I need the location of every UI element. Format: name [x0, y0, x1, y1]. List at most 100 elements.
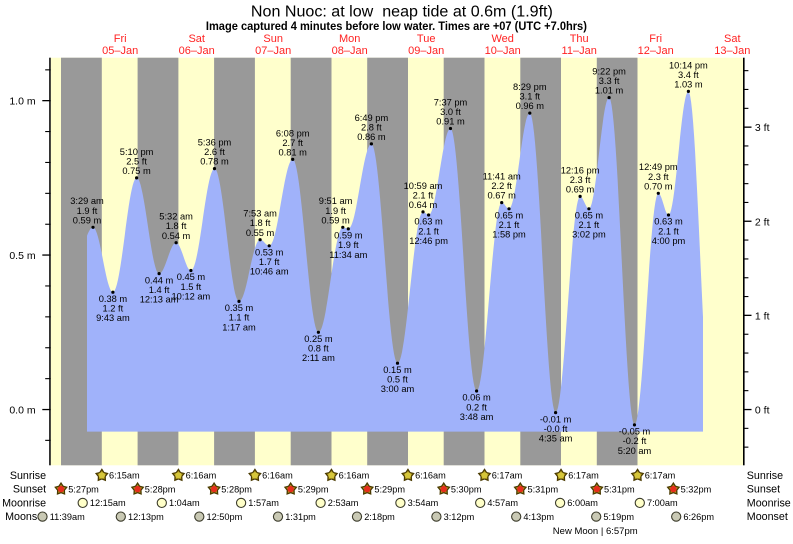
svg-text:0.64 m: 0.64 m	[409, 200, 438, 210]
svg-text:05–Jan: 05–Jan	[102, 45, 138, 57]
svg-text:2.1 ft: 2.1 ft	[413, 190, 434, 200]
svg-text:3:12pm: 3:12pm	[444, 512, 475, 522]
svg-text:5:19pm: 5:19pm	[603, 512, 634, 522]
svg-text:3.0 ft: 3.0 ft	[440, 107, 461, 117]
svg-text:4:35 am: 4:35 am	[539, 434, 573, 444]
svg-text:0.59 m: 0.59 m	[334, 231, 363, 241]
svg-text:12–Jan: 12–Jan	[638, 45, 674, 57]
svg-text:6:16am: 6:16am	[262, 471, 293, 481]
svg-text:0.45 m: 0.45 m	[177, 272, 206, 282]
svg-text:Wed: Wed	[491, 33, 513, 45]
svg-text:0.78 m: 0.78 m	[200, 157, 229, 167]
svg-text:4:00 pm: 4:00 pm	[652, 236, 686, 246]
svg-text:12:50pm: 12:50pm	[207, 512, 243, 522]
svg-text:0.65 m: 0.65 m	[575, 211, 604, 221]
svg-text:11:34 am: 11:34 am	[329, 250, 367, 260]
svg-text:7:00am: 7:00am	[647, 498, 678, 508]
svg-text:1.9 ft: 1.9 ft	[77, 206, 98, 216]
svg-text:6:15am: 6:15am	[109, 471, 140, 481]
svg-text:0.38 m: 0.38 m	[99, 294, 128, 304]
svg-text:-0.0 ft: -0.0 ft	[544, 424, 568, 434]
svg-text:0.59 m: 0.59 m	[73, 215, 102, 225]
svg-text:3 ft: 3 ft	[755, 122, 770, 134]
svg-text:5:20 am: 5:20 am	[618, 446, 652, 456]
svg-text:5:36 pm: 5:36 pm	[198, 138, 232, 148]
svg-text:4:57am: 4:57am	[487, 498, 518, 508]
svg-text:-0.2 ft: -0.2 ft	[623, 436, 647, 446]
svg-text:4:13pm: 4:13pm	[523, 512, 554, 522]
svg-text:0.55 m: 0.55 m	[246, 228, 275, 238]
svg-text:12:49 pm: 12:49 pm	[639, 162, 678, 172]
svg-text:0.86 m: 0.86 m	[357, 132, 386, 142]
svg-text:Tue: Tue	[417, 33, 436, 45]
svg-text:5:10 pm: 5:10 pm	[120, 147, 154, 157]
svg-text:12:16 pm: 12:16 pm	[561, 165, 600, 175]
svg-text:0.59 m: 0.59 m	[321, 215, 350, 225]
svg-text:1:58 pm: 1:58 pm	[492, 230, 526, 240]
svg-text:0.81 m: 0.81 m	[278, 148, 307, 158]
svg-text:1.8 ft: 1.8 ft	[250, 218, 271, 228]
svg-text:5:28pm: 5:28pm	[221, 484, 252, 494]
svg-text:7:53 am: 7:53 am	[243, 209, 277, 219]
svg-text:1.1 ft: 1.1 ft	[229, 313, 250, 323]
svg-text:6:08 pm: 6:08 pm	[276, 128, 310, 138]
svg-text:6:16am: 6:16am	[339, 471, 370, 481]
svg-text:1.9 ft: 1.9 ft	[325, 206, 346, 216]
svg-text:1.8 ft: 1.8 ft	[166, 221, 187, 231]
svg-text:11:39am: 11:39am	[50, 512, 85, 522]
svg-text:10:12 am: 10:12 am	[172, 291, 211, 301]
svg-text:Sunrise: Sunrise	[747, 470, 783, 482]
svg-text:2:53am: 2:53am	[328, 498, 359, 508]
svg-text:09–Jan: 09–Jan	[408, 45, 444, 57]
svg-text:1.5 ft: 1.5 ft	[181, 282, 202, 292]
svg-text:Sunrise: Sunrise	[10, 470, 46, 482]
svg-text:2.5 ft: 2.5 ft	[126, 156, 147, 166]
svg-text:12:13 am: 12:13 am	[140, 295, 179, 305]
svg-text:0.35 m: 0.35 m	[225, 303, 254, 313]
svg-text:-0.01 m: -0.01 m	[540, 414, 572, 424]
svg-text:0.63 m: 0.63 m	[654, 217, 683, 227]
svg-text:Thu: Thu	[570, 33, 589, 45]
svg-text:2.1 ft: 2.1 ft	[499, 220, 520, 230]
svg-text:Moonrise: Moonrise	[2, 497, 46, 509]
svg-text:Sunset: Sunset	[13, 484, 46, 496]
svg-text:Moonset: Moonset	[747, 511, 788, 523]
svg-text:6:00am: 6:00am	[567, 498, 598, 508]
svg-text:0.65 m: 0.65 m	[495, 211, 524, 221]
svg-text:0.91 m: 0.91 m	[436, 117, 465, 127]
svg-text:2.6 ft: 2.6 ft	[204, 147, 225, 157]
svg-text:6:49 pm: 6:49 pm	[355, 113, 389, 123]
svg-text:6:17am: 6:17am	[492, 471, 523, 481]
svg-text:12:13pm: 12:13pm	[128, 512, 164, 522]
svg-text:Sunset: Sunset	[747, 484, 780, 496]
svg-text:08–Jan: 08–Jan	[332, 45, 368, 57]
svg-text:5:29pm: 5:29pm	[298, 484, 329, 494]
svg-text:1.4 ft: 1.4 ft	[149, 285, 170, 295]
svg-text:0.5 m: 0.5 m	[9, 250, 36, 262]
svg-text:Fri: Fri	[649, 33, 662, 45]
svg-text:0.69 m: 0.69 m	[566, 185, 595, 195]
svg-text:2:11 am: 2:11 am	[302, 353, 335, 363]
svg-text:3.3 ft: 3.3 ft	[599, 76, 620, 86]
svg-text:8:29 pm: 8:29 pm	[513, 82, 547, 92]
svg-text:1 ft: 1 ft	[755, 310, 770, 322]
svg-text:5:27pm: 5:27pm	[68, 484, 99, 494]
svg-text:2.1 ft: 2.1 ft	[658, 226, 679, 236]
svg-text:5:29pm: 5:29pm	[374, 484, 405, 494]
svg-text:2.7 ft: 2.7 ft	[282, 138, 303, 148]
svg-text:6:17am: 6:17am	[645, 471, 676, 481]
svg-text:3:00 am: 3:00 am	[381, 384, 415, 394]
svg-text:1.9 ft: 1.9 ft	[338, 240, 359, 250]
svg-text:2.3 ft: 2.3 ft	[570, 175, 591, 185]
svg-text:3:54am: 3:54am	[408, 498, 439, 508]
svg-text:Sat: Sat	[724, 33, 741, 45]
svg-text:Fri: Fri	[114, 33, 127, 45]
svg-text:0.25 m: 0.25 m	[304, 334, 333, 344]
svg-text:0.2 ft: 0.2 ft	[466, 402, 487, 412]
svg-text:3:29 am: 3:29 am	[70, 196, 104, 206]
svg-text:3:02 pm: 3:02 pm	[572, 230, 606, 240]
svg-text:9:43 am: 9:43 am	[96, 313, 130, 323]
svg-text:10:59 am: 10:59 am	[404, 181, 443, 191]
svg-text:0.06 m: 0.06 m	[462, 393, 491, 403]
svg-text:1:17 am: 1:17 am	[222, 322, 256, 332]
